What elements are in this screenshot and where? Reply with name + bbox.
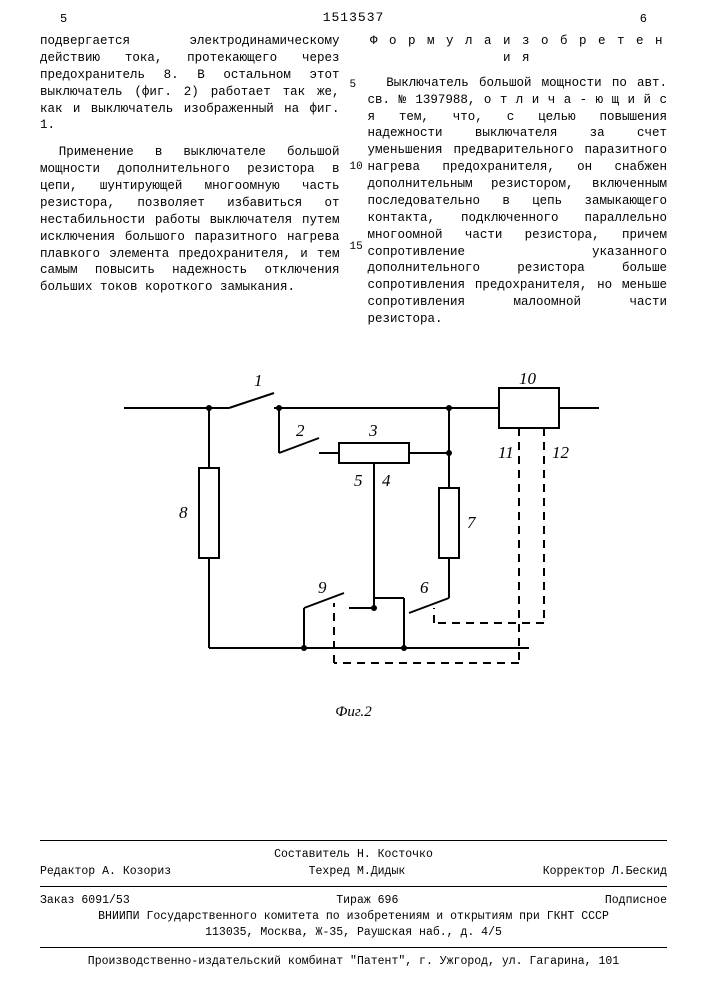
circuit-diagram: 1 2 3 4 5 6 7 8 9 10 11 12 <box>104 368 604 698</box>
label-2: 2 <box>296 421 305 440</box>
figure-block: 1 2 3 4 5 6 7 8 9 10 11 12 Фиг.2 <box>40 368 667 721</box>
label-5: 5 <box>354 471 363 490</box>
body-para: подвергается электродинамическому действ… <box>40 33 340 134</box>
label-1: 1 <box>254 371 263 390</box>
corrector: Корректор Л.Бескид <box>543 864 667 880</box>
left-column: подвергается электродинамическому действ… <box>40 33 340 338</box>
techred: Техред М.Дидык <box>309 864 406 880</box>
figure-caption: Фиг.2 <box>40 704 667 721</box>
label-3: 3 <box>368 421 378 440</box>
tirazh: Тираж 696 <box>336 893 398 909</box>
left-col-number: 5 <box>60 12 67 26</box>
label-10: 10 <box>519 369 537 388</box>
compiler-line: Составитель Н. Косточко <box>40 847 667 863</box>
divider <box>40 840 667 841</box>
line-marker: 15 <box>350 242 363 253</box>
right-column: Ф о р м у л а и з о б р е т е н и я Выкл… <box>368 33 668 338</box>
patent-page: 5 6 1513537 5 10 15 подвергается электро… <box>0 0 707 1000</box>
label-12: 12 <box>552 443 570 462</box>
order-number: Заказ 6091/53 <box>40 893 130 909</box>
podpisnoe: Подписное <box>605 893 667 909</box>
right-col-number: 6 <box>640 12 647 26</box>
body-para: Применение в выключателе большой мощност… <box>40 144 340 296</box>
org-line: ВНИИПИ Государственного комитета по изоб… <box>40 909 667 925</box>
line-marker: 10 <box>350 162 363 173</box>
label-4: 4 <box>382 471 391 490</box>
colophon: Составитель Н. Косточко Редактор А. Козо… <box>40 834 667 970</box>
doc-number: 1513537 <box>40 10 667 25</box>
editor: Редактор А. Козориз <box>40 864 171 880</box>
claims-title: Ф о р м у л а и з о б р е т е н и я <box>368 33 668 67</box>
label-11: 11 <box>498 443 514 462</box>
body-para: Выключатель большой мощности по авт. св.… <box>368 75 668 328</box>
line-marker: 5 <box>350 80 357 91</box>
label-7: 7 <box>467 513 477 532</box>
address-line: 113035, Москва, Ж-35, Раушская наб., д. … <box>40 925 667 941</box>
label-9: 9 <box>318 578 327 597</box>
divider <box>40 947 667 948</box>
divider <box>40 886 667 887</box>
label-6: 6 <box>420 578 429 597</box>
text-run: тем, что, с целью повышения надежности в… <box>368 110 668 327</box>
label-8: 8 <box>179 503 188 522</box>
printer-line: Производственно-издательский комбинат "П… <box>40 954 667 970</box>
